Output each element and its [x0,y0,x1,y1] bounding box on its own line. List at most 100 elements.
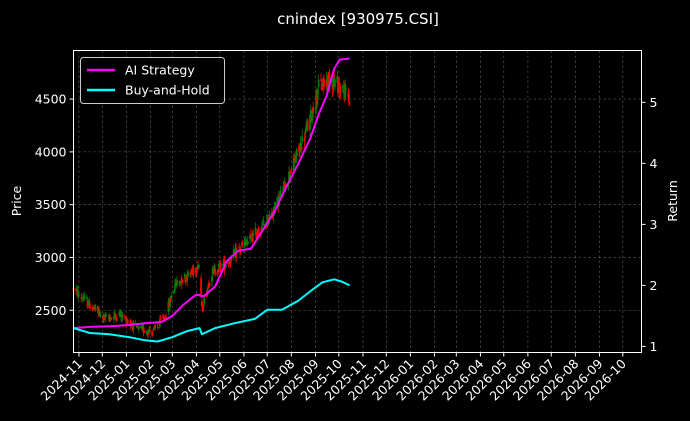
candle-body [342,85,345,89]
candle-body [121,313,124,319]
candle-body [203,297,206,304]
candle-body [169,297,172,302]
candle-body [332,78,335,89]
candle-body [151,332,153,335]
candle-body [232,249,235,256]
candle-body [148,328,151,332]
candle-body [125,316,128,325]
candle-body [159,317,162,320]
candle-body [344,88,347,91]
candle-body [311,111,314,121]
candle-body [196,270,199,272]
candle-body [113,312,116,316]
candle-body [80,297,83,299]
series-lines [73,57,351,343]
candle-body [113,315,115,320]
y-left-tick-label: 3000 [35,250,67,265]
y-right-tick-label: 4 [650,156,658,171]
candle-body [320,80,322,82]
candle-body [105,314,108,317]
candle-body [274,202,276,213]
y-left-tick-label: 4500 [35,92,67,107]
candle-body [116,319,118,321]
candle-body [304,130,307,134]
candle-body [251,235,254,243]
legend-label-buy-and-hold: Buy-and-Hold [125,83,210,98]
candle-body [92,306,95,308]
candle-body [228,261,231,263]
candle-body [156,326,159,328]
candle-body [260,228,263,229]
candle-body [282,185,285,191]
candle-body [211,277,213,282]
series-line-buy-and-hold [73,278,351,343]
candle-body [99,312,102,314]
candle-body [86,299,89,308]
candle-body [183,274,186,278]
candle-body [267,221,270,224]
candle-body [306,120,309,131]
candle-body [208,283,211,285]
candle-body [341,88,344,90]
candle-body [88,303,91,309]
candle-body [200,278,203,295]
candle-body [327,74,329,89]
candle-body [314,108,317,110]
candle-body [186,276,188,282]
y-left-tick-label: 3500 [35,197,67,212]
candle-body [294,155,297,162]
legend-box [80,57,225,104]
candle-body [179,283,181,285]
candle-body [300,146,303,152]
candle-body [207,284,210,289]
candle-body [227,261,230,265]
candle-body [309,109,312,115]
candle-body [137,326,140,330]
candle-body [162,316,165,321]
candle-body [278,196,281,198]
y-axis-left-label: Price [9,185,24,216]
candle-body [91,309,94,311]
candle-body [339,86,342,93]
candle-body [154,325,157,328]
candle-body [309,115,311,130]
candle-body [219,263,222,272]
candle-body [320,83,323,91]
candle-body [348,94,350,100]
candle-body [74,289,77,291]
candle-body [344,84,346,100]
candle-body [94,305,97,310]
candle-body [348,101,351,104]
candle-body [316,97,318,103]
candle-body [186,271,189,277]
y-right-tick-label: 2 [650,278,658,293]
candle-body [127,320,129,323]
candle-body [330,81,333,83]
candle-body [240,244,243,246]
candle-body [289,174,292,178]
candle-body [143,330,146,333]
candle-body [78,294,80,296]
candle-body [120,310,122,318]
candle-body [241,242,244,246]
candle-body [178,281,181,283]
candle-body [279,190,282,196]
candle-body [96,306,99,311]
candle-body [176,280,178,286]
candle-body [284,182,287,192]
candle-body [88,299,90,306]
candle-body [170,295,173,299]
candle-body [83,295,86,300]
candle-body [263,224,266,227]
candle-body [197,264,200,268]
candle-body [81,298,83,300]
candle-body [287,184,290,188]
y-left-tick-label: 2500 [35,303,67,318]
candle-body [299,142,302,149]
candle-body [299,146,301,153]
candle-body [214,268,217,275]
candle-body [190,269,193,273]
candle-body [202,308,205,310]
candle-body [189,273,192,275]
